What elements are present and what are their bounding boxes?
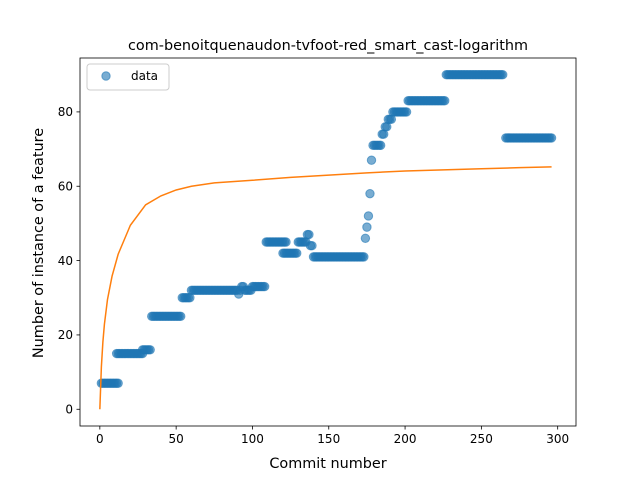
axes: 0 50 100 150 200 250 300 0 20 40 60 80 <box>58 57 577 446</box>
data-point <box>365 188 375 199</box>
x-tick-label: 0 <box>96 432 104 446</box>
y-tick-label: 0 <box>65 403 73 417</box>
data-point <box>440 96 450 106</box>
data-point <box>363 211 374 221</box>
plot-frame <box>79 57 577 427</box>
plot-area <box>96 70 557 410</box>
data-point <box>401 107 412 117</box>
x-axis-label: Commit number <box>269 456 386 472</box>
data-point <box>375 140 386 151</box>
x-tick-label: 100 <box>241 432 264 446</box>
data-point <box>292 248 302 258</box>
y-tick-label: 40 <box>58 254 73 268</box>
data-point <box>145 345 155 355</box>
data-point <box>113 378 123 388</box>
data-point <box>176 311 186 322</box>
data-point <box>366 155 377 165</box>
chart-title: com-benoitquenaudon-tvfoot-red_smart_cas… <box>128 38 528 54</box>
data-point <box>281 237 291 247</box>
y-tick-label: 60 <box>58 180 73 194</box>
data-point <box>259 281 270 292</box>
fit-line <box>99 166 552 410</box>
data-point <box>360 233 371 243</box>
data-point <box>307 241 317 251</box>
y-tick-label: 20 <box>58 328 73 342</box>
legend-marker <box>101 71 111 81</box>
x-tick-label: 50 <box>169 432 184 446</box>
legend-label: data <box>131 69 158 83</box>
y-axis-label: Number of instance of a feature <box>31 128 47 358</box>
x-tick-label: 150 <box>317 432 340 446</box>
data-point <box>304 229 314 240</box>
y-tick-label: 80 <box>58 105 73 119</box>
scatter-series <box>96 70 557 388</box>
legend: data <box>86 63 170 91</box>
legend-box <box>86 63 170 91</box>
data-point <box>359 252 369 262</box>
data-point <box>546 133 557 143</box>
x-tick-label: 200 <box>394 432 417 446</box>
x-tick-label: 300 <box>546 432 569 446</box>
x-tick-label: 250 <box>470 432 493 446</box>
data-point <box>498 70 508 80</box>
data-point <box>362 222 372 232</box>
